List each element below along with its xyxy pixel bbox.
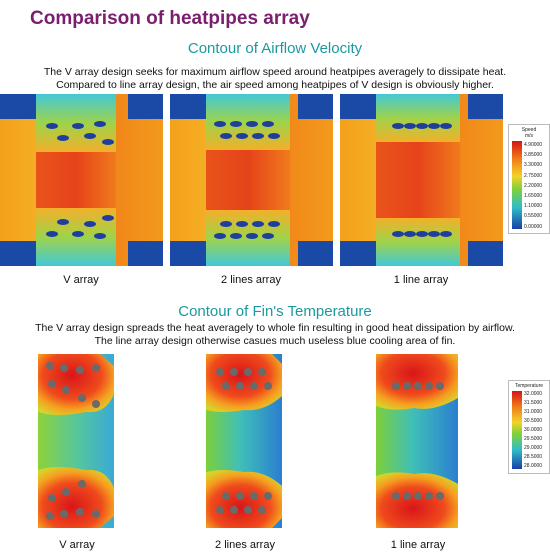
airflow-legend-title: Speed bbox=[521, 127, 537, 133]
airflow-label-1-line-array: 1 line array bbox=[393, 274, 449, 286]
airflow-legend-value: 0.55000 bbox=[524, 213, 543, 220]
fin-temperature-description-2: The line array design otherwise casues m… bbox=[94, 335, 456, 347]
fin-temperature-legend-value: 31.0000 bbox=[524, 409, 543, 415]
fin-temperature-legend-value: 30.5000 bbox=[524, 418, 543, 424]
fin-temperature-heading: Contour of Fin's Temperature bbox=[178, 303, 372, 320]
airflow-legend-values: 4.90000 3.85000 3.30000 2.75000 2.20000 … bbox=[524, 140, 542, 232]
fin-temperature-legend-title: Temperature bbox=[514, 383, 544, 389]
airflow-label-v-array: V array bbox=[63, 274, 99, 286]
fin-temperature-legend-value: 29.0000 bbox=[524, 445, 543, 451]
airflow-label-2-lines-array: 2 lines array bbox=[221, 274, 281, 286]
fin-temperature-legend-colorbar bbox=[512, 391, 522, 469]
airflow-legend-value: 3.85000 bbox=[524, 152, 543, 159]
fin-contour-1-line-array bbox=[374, 354, 460, 528]
fin-label-2-lines-array: 2 lines array bbox=[215, 539, 275, 551]
airflow-contour-1-line-array bbox=[340, 94, 503, 266]
airflow-legend-value: 4.90000 bbox=[524, 142, 543, 148]
fin-temperature-legend-value: 28.5000 bbox=[524, 454, 543, 460]
fin-temperature-legend-value: 28.0000 bbox=[524, 463, 543, 469]
fin-temperature-legend-value: 29.5000 bbox=[524, 436, 543, 442]
airflow-legend-value: 3.30000 bbox=[524, 162, 543, 169]
airflow-legend-value: 2.75000 bbox=[524, 172, 543, 179]
airflow-legend-value: 0.00000 bbox=[524, 223, 543, 230]
airflow-contour-2-lines-array bbox=[170, 94, 333, 266]
airflow-legend-unit: m/s bbox=[524, 133, 534, 139]
page-title: Comparison of heatpipes array bbox=[30, 8, 310, 29]
fin-temperature-description-1: The V array design spreads the heat aver… bbox=[35, 322, 515, 334]
airflow-legend-value: 1.10000 bbox=[524, 203, 543, 210]
fin-temperature-legend: Temperature 32.0000 31.5000 31.0000 30.5… bbox=[508, 380, 550, 474]
airflow-legend-value: 1.65000 bbox=[524, 193, 543, 200]
airflow-legend: Speed m/s 4.90000 3.85000 3.30000 2.7500… bbox=[508, 124, 550, 234]
airflow-heading: Contour of Airflow Velocity bbox=[187, 40, 363, 57]
fin-contour-2-lines-array bbox=[204, 354, 284, 528]
airflow-contour-v-array bbox=[0, 94, 163, 266]
airflow-legend-value: 2.20000 bbox=[524, 182, 543, 189]
airflow-legend-colorbar bbox=[512, 141, 522, 229]
fin-label-v-array: V array bbox=[59, 539, 95, 551]
fin-label-1-line-array: 1 line array bbox=[390, 539, 446, 551]
fin-temperature-legend-value: 32.0000 bbox=[524, 391, 543, 397]
fin-contour-v-array bbox=[36, 354, 116, 528]
fin-temperature-legend-values: 32.0000 31.5000 31.0000 30.5000 30.0000 … bbox=[524, 390, 542, 471]
fin-temperature-legend-value: 30.0000 bbox=[524, 427, 543, 433]
airflow-description-2: Compared to line array design, the air s… bbox=[56, 79, 494, 91]
airflow-description-1: The V array design seeks for maximum air… bbox=[43, 66, 507, 78]
fin-temperature-legend-value: 31.5000 bbox=[524, 400, 543, 406]
